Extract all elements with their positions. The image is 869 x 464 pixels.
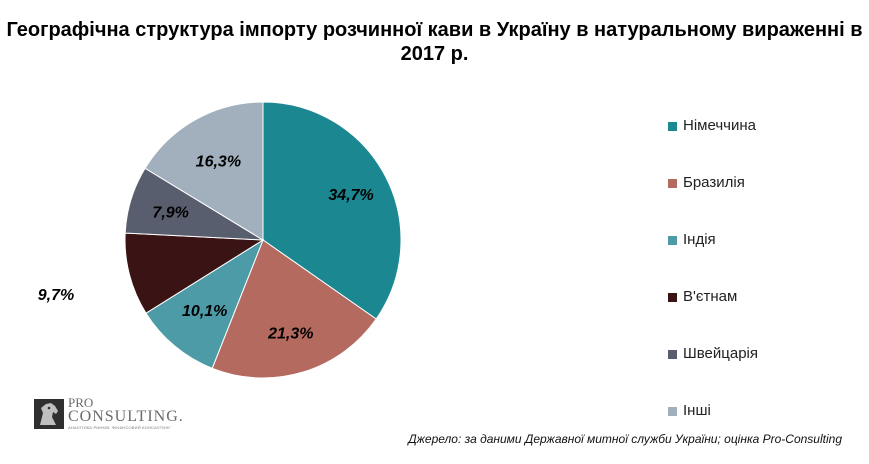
legend-label: Інші: [683, 402, 711, 419]
horse-icon: [34, 398, 64, 429]
pie-slice-4: [124, 232, 265, 314]
pie-slice-3: [145, 238, 265, 369]
legend-item-1: Німеччина: [668, 117, 758, 174]
legend-label: Індія: [683, 231, 716, 248]
legend-swatch: [668, 293, 677, 302]
pie-slice-1: [262, 101, 402, 320]
data-label-1: 34,7%: [328, 187, 373, 204]
legend-label: Німеччина: [683, 117, 756, 134]
chart-title: Географічна структура імпорту розчинної …: [6, 19, 863, 65]
legend-item-6: Інші: [668, 402, 758, 459]
pro-consulting-logo: PRO CONSULTING. АНАЛІТИКА РИНКІВ. ФІНАНС…: [34, 396, 184, 431]
data-label-6: 16,3%: [196, 154, 241, 171]
logo-tagline: АНАЛІТИКА РИНКІВ. ФІНАНСОВИЙ КОНСАЛТИНГ: [68, 425, 171, 430]
legend-item-4: В'єтнам: [668, 288, 758, 345]
data-label-2: 21,3%: [267, 326, 313, 343]
pie-slices: [124, 101, 402, 379]
legend-item-3: Індія: [668, 231, 758, 288]
legend-swatch: [668, 350, 677, 359]
data-label-5: 7,9%: [152, 205, 188, 222]
data-labels: 34,7% 21,3% 10,1% 9,7% 7,9% 16,3%: [38, 154, 374, 343]
legend-item-5: Швейцарія: [668, 345, 758, 402]
data-label-3: 10,1%: [182, 303, 227, 320]
data-label-4: 9,7%: [38, 287, 74, 304]
legend-label: Швейцарія: [683, 345, 758, 362]
legend-label: Бразилія: [683, 174, 745, 191]
legend-swatch: [668, 407, 677, 416]
legend: Німеччина Бразилія Індія В'єтнам Швейцарія Ін…: [668, 117, 758, 459]
pie-slice-6: [144, 101, 264, 241]
logo-consulting-text: CONSULTING.: [68, 408, 184, 425]
source-note: Джерело: за даними Державної митної служ…: [408, 432, 842, 446]
logo-pro-text: PRO: [68, 395, 94, 410]
legend-swatch: [668, 236, 677, 245]
pie-slice-2: [211, 239, 377, 379]
legend-item-2: Бразилія: [668, 174, 758, 231]
legend-swatch: [668, 122, 677, 131]
legend-swatch: [668, 179, 677, 188]
legend-label: В'єтнам: [683, 288, 738, 305]
